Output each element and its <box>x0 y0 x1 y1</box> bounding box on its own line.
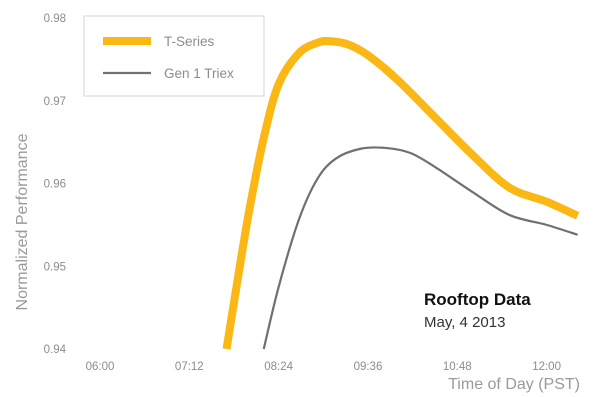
x-tick-label: 07:12 <box>175 361 204 373</box>
legend-box <box>83 15 265 97</box>
y-axis-ticks: 0.94 0.95 0.96 0.97 0.98 <box>44 13 67 356</box>
x-tick-label: 12:00 <box>532 361 561 373</box>
x-tick-label: 10:48 <box>443 361 472 373</box>
y-tick-label: 0.95 <box>44 261 66 273</box>
x-tick-label: 06:00 <box>86 361 115 373</box>
y-tick-label: 0.98 <box>44 13 66 25</box>
annotation: Rooftop Data May, 4 2013 <box>424 290 531 331</box>
series-line-gen-1-triex <box>262 146 578 350</box>
legend-label-gen-1-triex: Gen 1 Triex <box>164 66 234 81</box>
plot-area <box>222 37 580 350</box>
series-line-t-series <box>222 37 580 350</box>
x-tick-label: 09:36 <box>354 361 383 373</box>
y-tick-label: 0.97 <box>44 96 66 108</box>
y-tick-label: 0.96 <box>44 179 66 191</box>
legend-label-t-series: T-Series <box>164 34 215 49</box>
x-axis-label: Time of Day (PST) <box>448 376 580 393</box>
x-axis-ticks: 06:00 07:12 08:24 09:36 10:48 12:00 <box>86 361 561 373</box>
annotation-title: Rooftop Data <box>424 290 531 309</box>
y-tick-label: 0.94 <box>44 344 67 356</box>
x-tick-label: 08:24 <box>264 361 293 373</box>
annotation-subtitle: May, 4 2013 <box>424 314 505 331</box>
legend: T-Series Gen 1 Triex <box>83 15 265 97</box>
y-axis-label: Normalized Performance <box>14 133 31 310</box>
